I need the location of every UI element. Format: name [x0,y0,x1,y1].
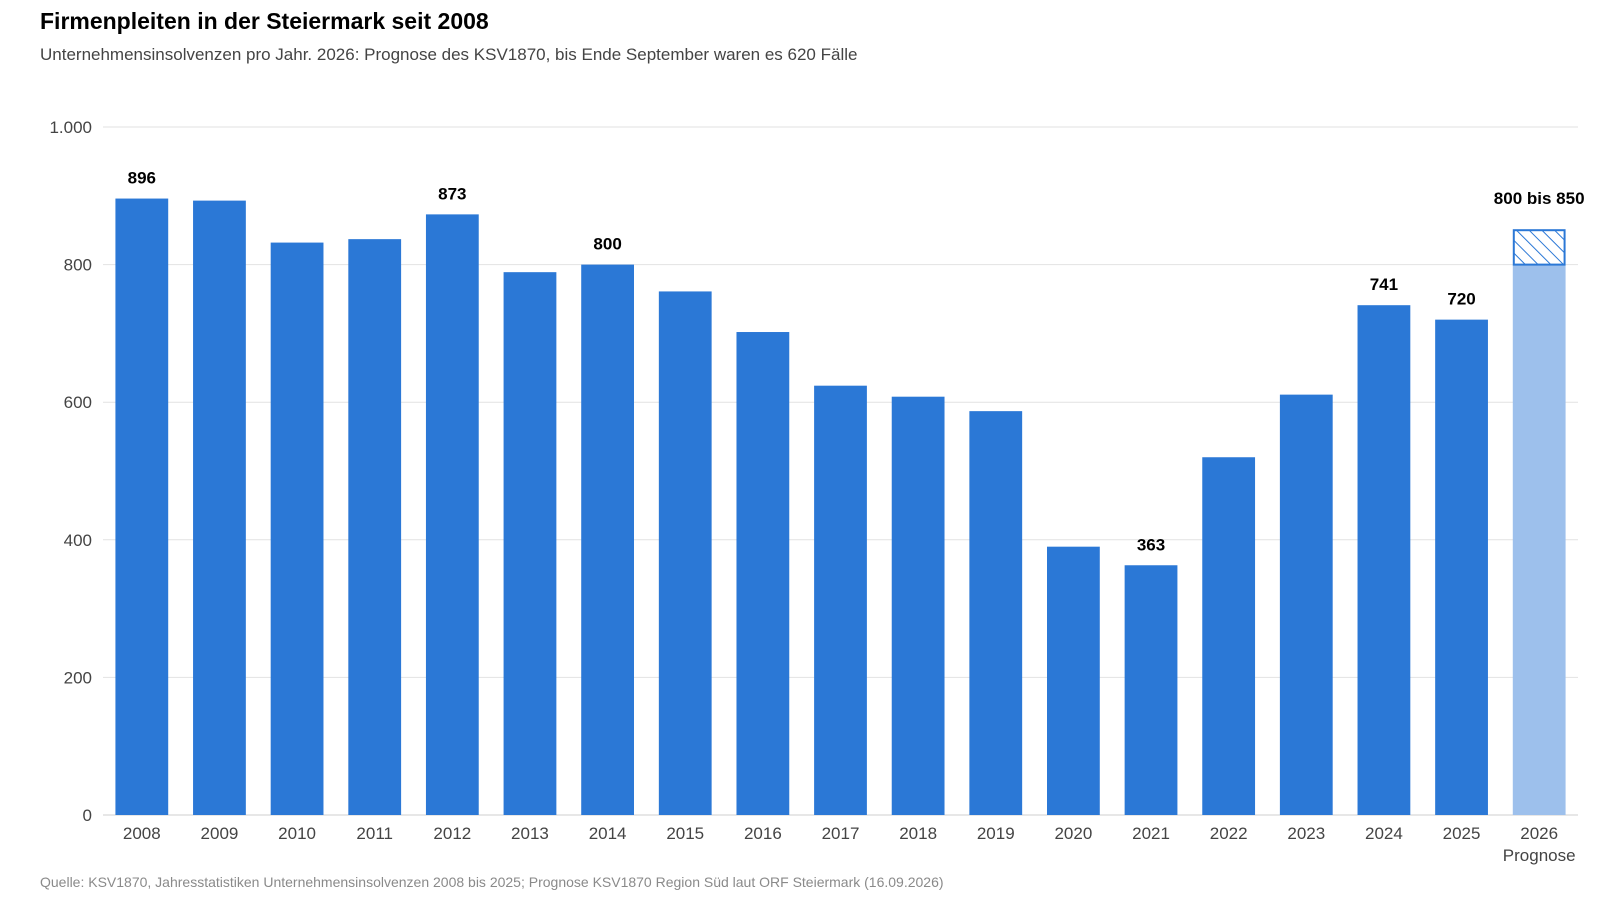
bar-2015 [658,291,712,815]
x-tick-label-2011: 2011 [356,824,393,843]
x-tick-label-2018: 2018 [899,824,937,843]
bar-2022 [1202,457,1256,815]
x-tick-sublabel-2026: Prognose [1503,846,1576,865]
x-tick-label-2021: 2021 [1132,824,1170,843]
x-tick-label-2022: 2022 [1210,824,1248,843]
bars [115,198,1566,816]
bar-2014 [581,264,634,816]
data-label-2025: 720 [1447,290,1475,309]
x-tick-label-2013: 2013 [511,824,549,843]
forecast-range-label: 800 bis 850 [1494,189,1585,208]
x-tick-label-2026: 2026 [1520,824,1558,843]
bar-2011 [348,239,402,816]
data-label-2021: 363 [1137,535,1165,554]
bar-2025 [1435,319,1488,815]
y-tick-label: 0 [83,806,92,825]
bar-2024 [1357,305,1411,815]
bar-2013 [503,272,557,816]
data-label-2008: 896 [128,169,156,188]
x-tick-label-2014: 2014 [589,824,627,843]
bar-2009 [193,200,246,816]
bar-2010 [270,242,324,816]
bar-2020 [1047,546,1100,815]
bar-2023 [1279,394,1333,815]
bar-2016 [736,332,790,815]
bar-2019 [969,411,1023,815]
x-tick-label-2008: 2008 [123,824,161,843]
x-tick-label-2010: 2010 [278,824,316,843]
source-note: Quelle: KSV1870, Jahresstatistiken Unter… [40,874,944,890]
chart-title: Firmenpleiten in der Steiermark seit 200… [40,8,489,34]
x-tick-label-2009: 2009 [201,824,239,843]
x-tick-label-2019: 2019 [977,824,1015,843]
x-tick-label-2016: 2016 [744,824,782,843]
x-tick-label-2023: 2023 [1287,824,1325,843]
y-tick-label: 600 [64,393,92,412]
bar-2021 [1124,565,1178,815]
bar-2017 [814,385,867,815]
chart-subtitle: Unternehmensinsolvenzen pro Jahr. 2026: … [40,45,858,64]
bar-2008 [115,198,169,815]
x-tick-label-2024: 2024 [1365,824,1403,843]
data-label-2012: 873 [438,184,466,203]
data-label-2014: 800 [593,235,621,254]
x-tick-label-2017: 2017 [822,824,860,843]
bar-2012 [425,214,479,816]
y-tick-label: 200 [64,668,92,687]
y-tick-label: 800 [64,256,92,275]
x-tick-label-2025: 2025 [1443,824,1481,843]
forecast-range-2026 [1512,229,1566,266]
x-tick-label-2015: 2015 [666,824,704,843]
y-tick-label: 400 [64,531,92,550]
bar-2018 [891,396,945,815]
y-tick-label: 1.000 [49,118,92,137]
x-axis-ticks: 2008 2009 2010 2011 2012 2013 2014 2015 2016 2017… [123,824,1576,865]
data-labels: 896 873 800 363 741 720 800 bis 850 [128,169,1585,555]
x-tick-label-2020: 2020 [1054,824,1092,843]
forecast-bar-2026 [1512,264,1566,816]
data-label-2024: 741 [1370,275,1398,294]
y-axis-ticks: 0 200 400 600 800 1.000 [49,118,92,825]
x-tick-label-2012: 2012 [433,824,471,843]
